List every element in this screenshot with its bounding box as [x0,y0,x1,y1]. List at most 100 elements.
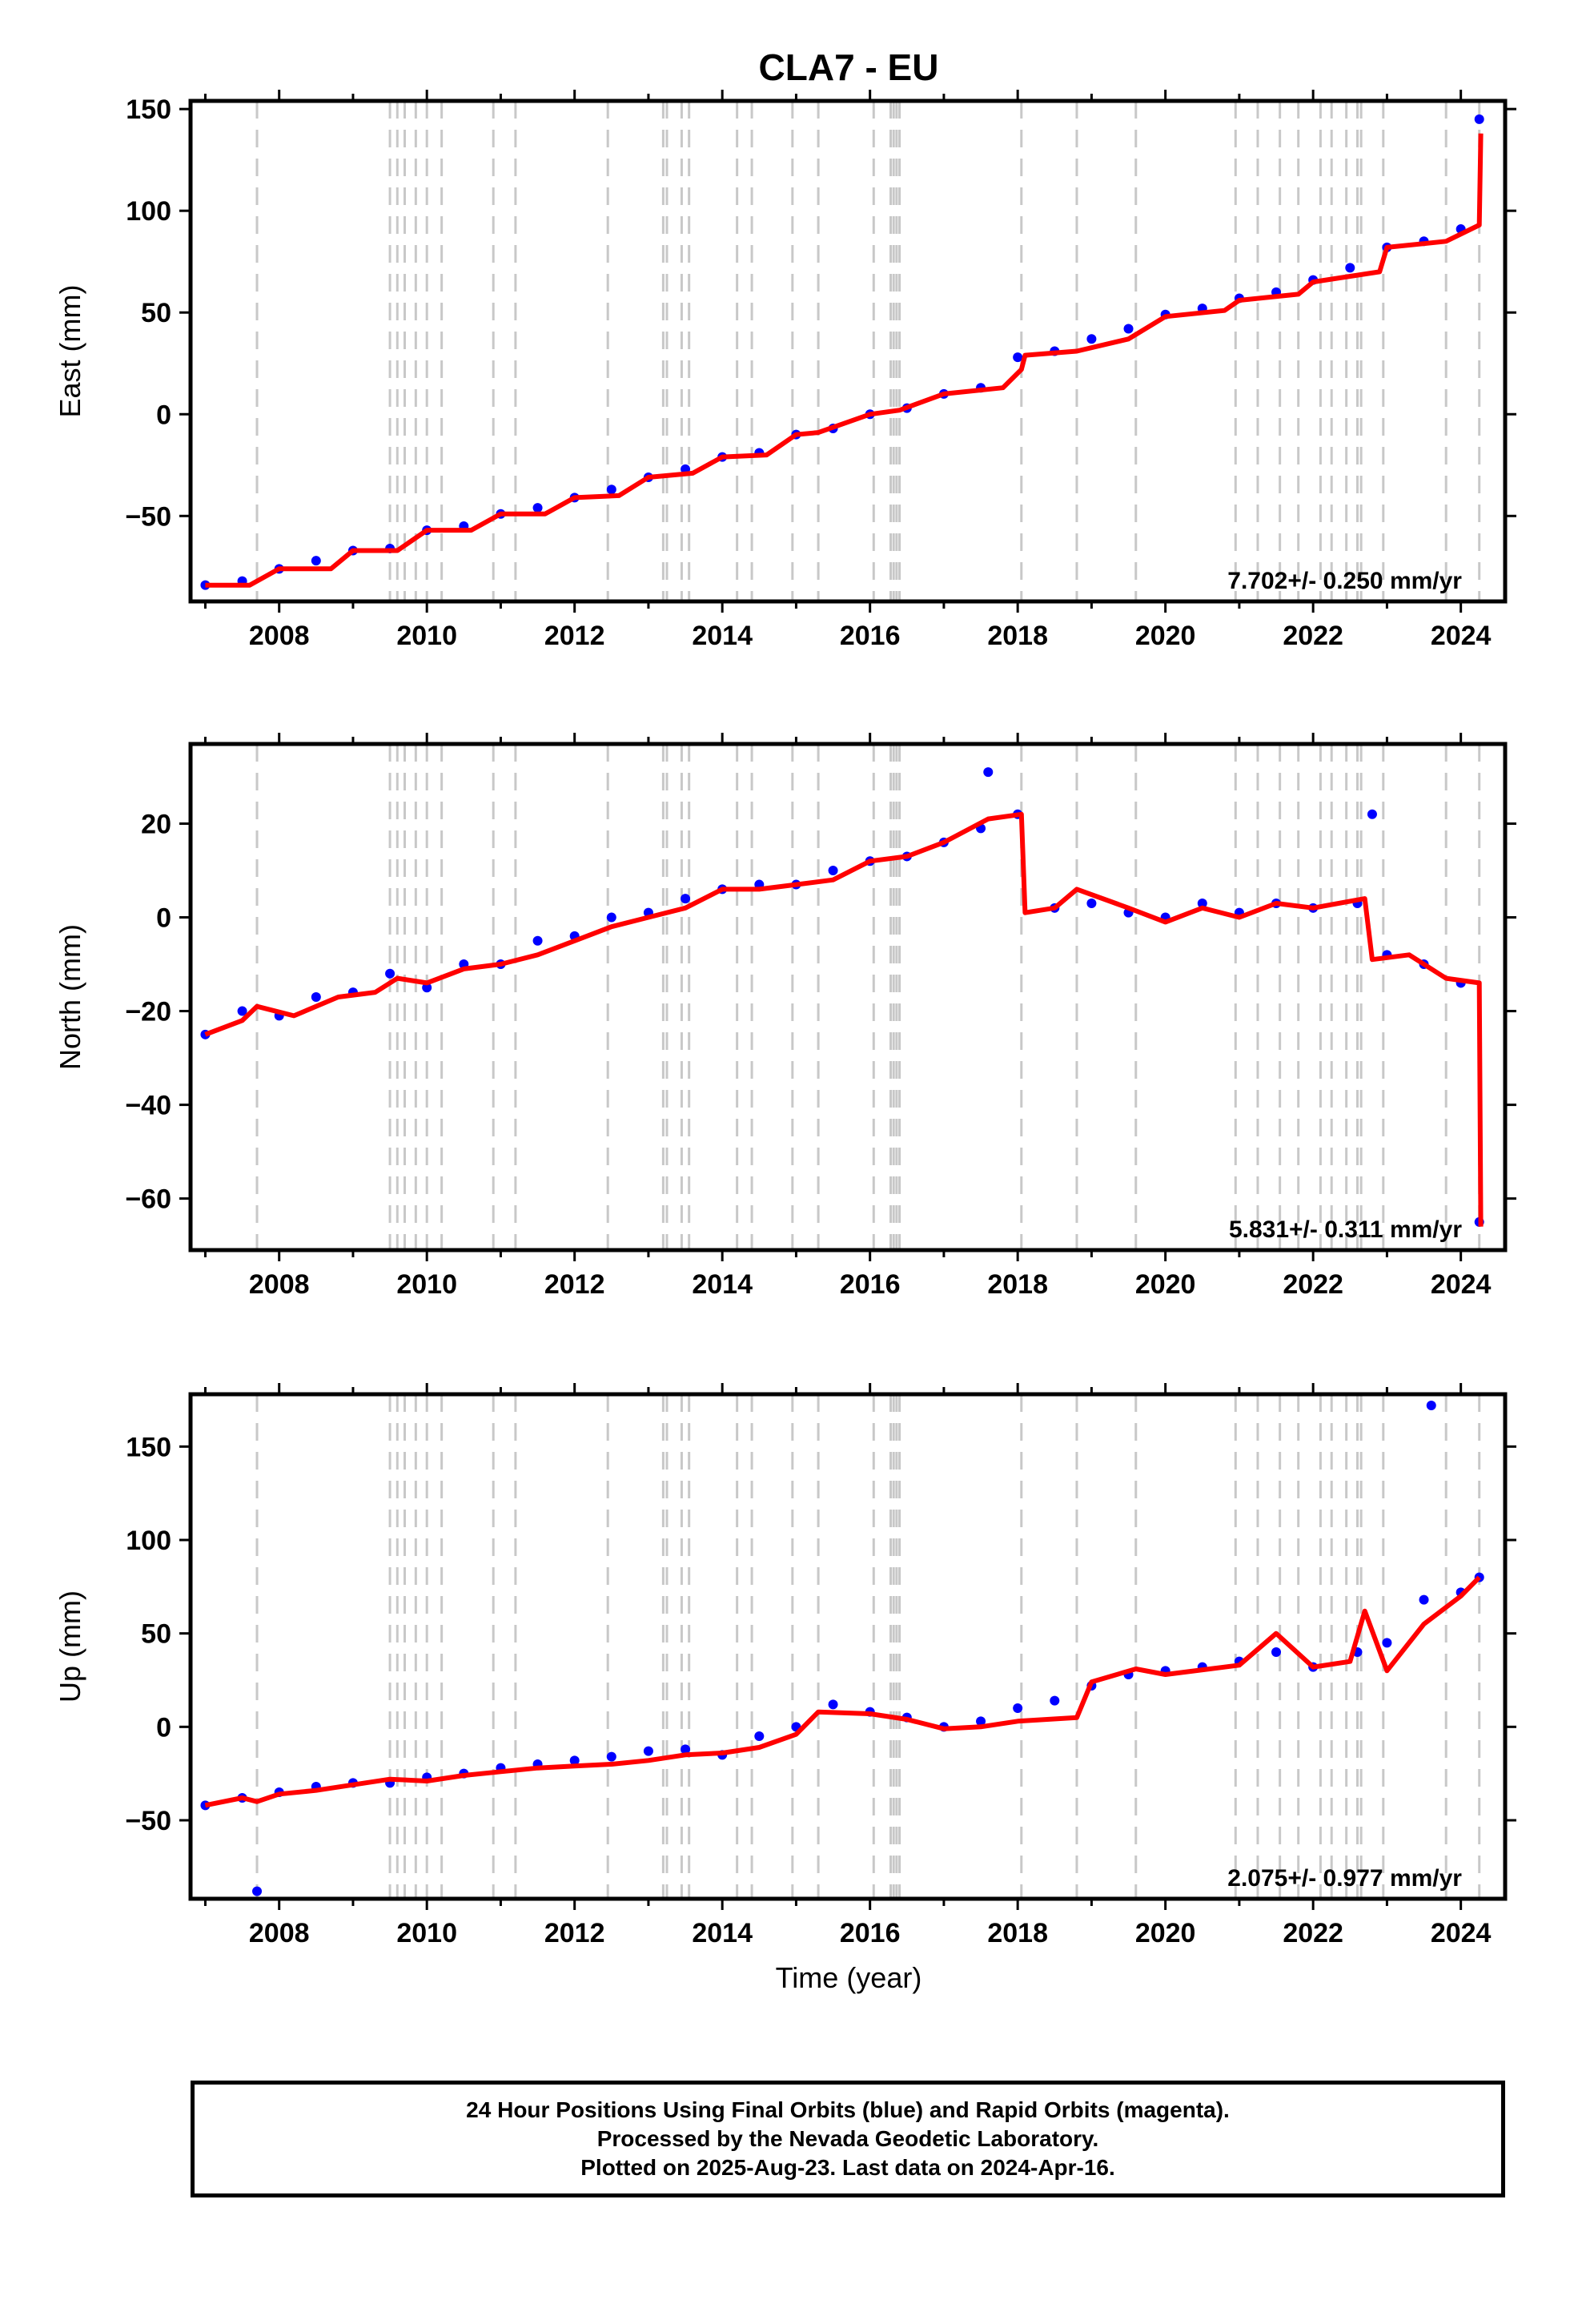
x-tick-label: 2016 [840,621,901,651]
x-tick-label: 2018 [987,621,1048,651]
x-tick-label: 2020 [1135,1918,1196,1948]
data-point [311,556,321,566]
up-y-axis-label: Up (mm) [54,1590,86,1703]
model-line [204,1575,1481,1808]
data-point [606,912,616,923]
data-point [422,983,432,993]
data-point [1382,1638,1392,1648]
data-point [983,767,994,778]
data-point [681,894,691,904]
data-point [1345,263,1355,273]
data-point [1013,352,1023,363]
data-point [1197,898,1207,908]
y-tick-label: 100 [126,196,171,227]
y-tick-label: 150 [126,1432,171,1462]
data-point [606,1751,616,1762]
north-plot-area [200,744,1484,1250]
data-point [1474,114,1484,124]
north-y-axis-label: North (mm) [54,924,86,1070]
y-tick-label: 0 [156,1712,171,1743]
x-tick-label: 2008 [249,1918,310,1948]
up-plot-area [200,1394,1484,1899]
x-tick-label: 2014 [692,1918,753,1948]
x-tick-label: 2022 [1283,1918,1343,1948]
data-point [1086,898,1097,908]
data-point [311,992,321,1002]
north-frame [188,742,1508,1252]
up-rate-label: 2.075+/- 0.977 mm/yr [1227,1865,1462,1892]
footer-line-3: Plotted on 2025-Aug-23. Last data on 202… [580,2155,1115,2180]
y-tick-label: −60 [125,1184,171,1215]
data-point [532,503,543,513]
y-tick-label: 20 [141,809,171,839]
x-tick-label: 2022 [1283,1269,1343,1300]
x-tick-label: 2016 [840,1269,901,1300]
x-tick-label: 2022 [1283,621,1343,651]
x-tick-label: 2016 [840,1918,901,1948]
data-point [828,1699,838,1710]
data-point [1013,1703,1023,1713]
x-tick-label: 2018 [987,1918,1048,1948]
x-tick-label: 2010 [396,621,457,651]
x-tick-label: 2024 [1431,1918,1492,1948]
data-point [606,485,616,495]
x-tick-label: 2020 [1135,621,1196,651]
y-tick-label: 100 [126,1526,171,1556]
y-tick-label: 150 [126,94,171,125]
x-tick-label: 2012 [544,1918,605,1948]
data-point [569,1755,580,1766]
model-line [205,133,1484,588]
data-point [385,968,396,979]
north-panel: 2008 2010 2012 2014 2016 2018 2020 2022 2024 −60 −… [54,733,1516,1300]
x-tick-label: 2020 [1135,1269,1196,1300]
data-point [532,935,543,946]
y-tick-label: 50 [141,298,171,328]
x-tick-label: 2024 [1431,1269,1492,1300]
y-tick-label: −50 [125,501,171,532]
x-tick-label: 2010 [396,1269,457,1300]
x-tick-label: 2010 [396,1918,457,1948]
x-tick-label: 2008 [249,1269,310,1300]
data-point [237,1006,247,1016]
data-point [1086,334,1097,344]
y-tick-label: −40 [125,1091,171,1121]
data-point [1426,1401,1436,1410]
east-panel: 2008 2010 2012 2014 2016 2018 2020 2022 2024 −50 0… [54,90,1516,651]
x-tick-label: 2012 [544,1269,605,1300]
data-point [643,1746,653,1756]
x-tick-label: 2014 [692,1269,753,1300]
x-tick-label: 2014 [692,621,753,651]
footer-line-1: 24 Hour Positions Using Final Orbits (bl… [466,2097,1230,2122]
data-point [681,1744,691,1755]
chart-title: CLA7 - EU [759,46,939,88]
x-tick-label: 2012 [544,621,605,651]
data-point [1367,809,1377,819]
y-tick-label: −20 [125,997,171,1027]
footer-box: 24 Hour Positions Using Final Orbits (bl… [191,2081,1505,2197]
up-panel: 2008 2010 2012 2014 2016 2018 2020 2022 2024 −50 0… [54,1383,1516,1948]
data-point [1123,324,1134,334]
up-frame [188,1392,1508,1901]
x-tick-label: 2018 [987,1269,1048,1300]
footer-line-2: Processed by the Nevada Geodetic Laborat… [596,2126,1099,2151]
east-y-axis-label: East (mm) [54,285,86,418]
data-point [1050,1695,1060,1706]
chart-panels: 2008 2010 2012 2014 2016 2018 2020 2022 2024 −50 0… [54,90,1516,1948]
data-point [252,1886,263,1896]
y-tick-label: 0 [156,903,171,934]
data-point [828,866,838,875]
north-rate-label: 5.831+/- 0.311 mm/yr [1229,1216,1462,1243]
data-point [1419,1594,1429,1605]
y-tick-label: −50 [125,1806,171,1836]
data-point [976,1716,986,1727]
data-point [1271,1647,1282,1657]
x-tick-label: 2008 [249,621,310,651]
x-tick-label: 2024 [1431,621,1492,651]
east-plot-area [200,101,1484,601]
east-rate-label: 7.702+/- 0.250 mm/yr [1227,568,1462,594]
model-line [204,811,1484,1227]
data-point [754,1731,765,1741]
y-tick-label: 0 [156,400,171,430]
east-frame [188,99,1508,604]
